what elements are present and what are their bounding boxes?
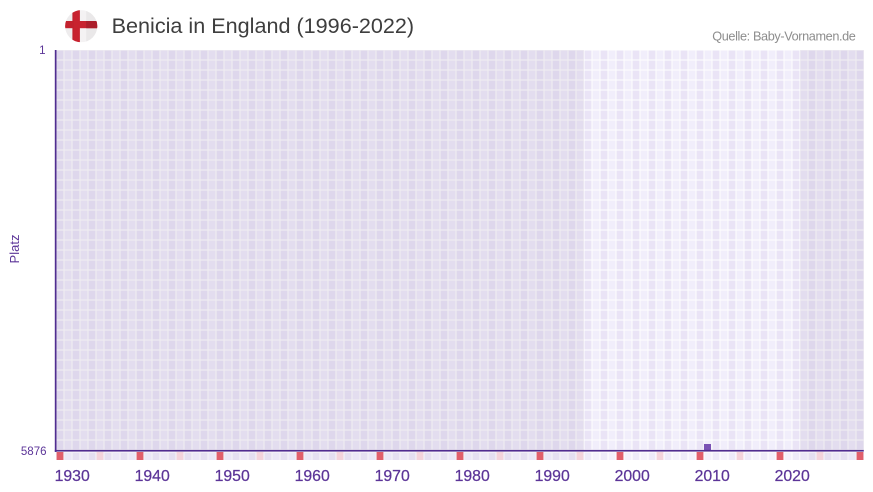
svg-text:1: 1 [39, 45, 45, 57]
svg-text:1930: 1930 [55, 468, 90, 485]
svg-text:1980: 1980 [455, 468, 490, 485]
svg-text:Benicia in England (1996-2022): Benicia in England (1996-2022) [112, 13, 415, 38]
svg-text:Quelle: Baby-Vornamen.de: Quelle: Baby-Vornamen.de [712, 30, 856, 44]
svg-text:Platz: Platz [7, 235, 22, 264]
svg-text:5876: 5876 [21, 446, 47, 458]
svg-text:1990: 1990 [535, 468, 570, 485]
svg-text:2010: 2010 [695, 468, 730, 485]
svg-text:1940: 1940 [135, 468, 170, 485]
svg-text:1960: 1960 [295, 468, 330, 485]
svg-text:2020: 2020 [775, 468, 810, 485]
svg-text:1950: 1950 [215, 468, 250, 485]
svg-text:1970: 1970 [375, 468, 410, 485]
svg-text:2000: 2000 [615, 468, 650, 485]
